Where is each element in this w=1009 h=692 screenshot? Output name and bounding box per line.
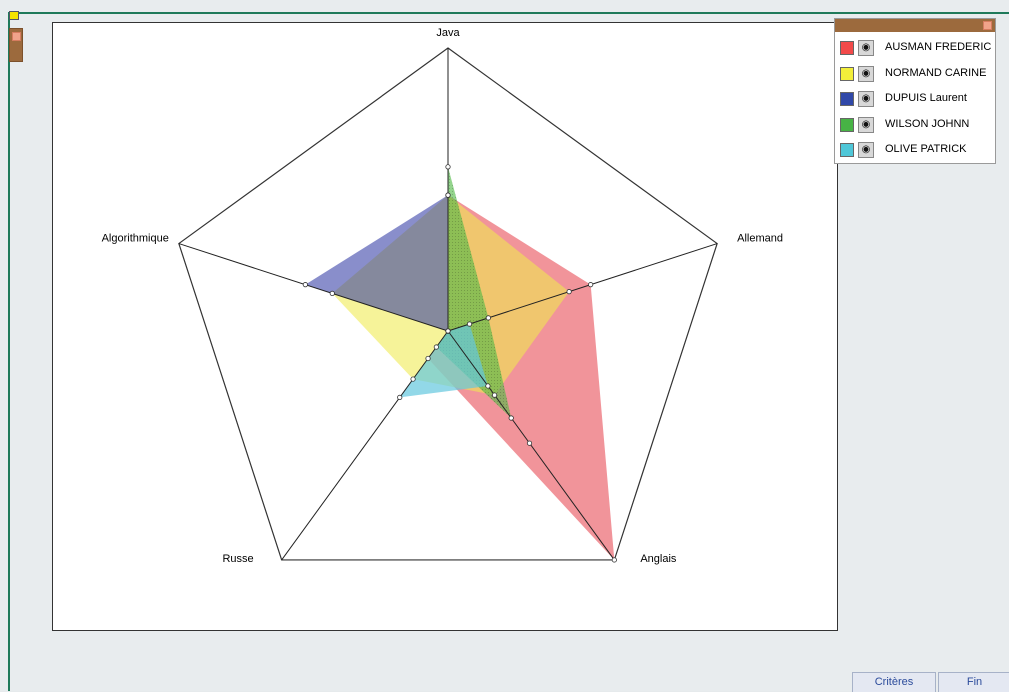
series-area-4 [399, 324, 488, 398]
data-point-3-0 [445, 164, 451, 170]
data-point-1-4 [329, 290, 335, 296]
axis-spoke-4 [178, 243, 449, 332]
axis-spoke-1 [447, 243, 718, 332]
legend-swatch [840, 117, 854, 132]
legend-header[interactable] [835, 19, 995, 32]
data-point-3-2 [508, 415, 514, 421]
side-tab-close-icon[interactable] [12, 32, 21, 41]
legend-swatch [840, 143, 854, 157]
data-point-4-1 [466, 321, 473, 327]
data-point-0-2 [611, 557, 617, 563]
data-point-3-3 [433, 344, 439, 350]
legend-swatch [840, 41, 854, 55]
criteres-button[interactable]: Critères [852, 672, 936, 692]
data-point-1-2 [491, 392, 498, 398]
legend-item[interactable]: ◉ WILSON JOHNN [835, 114, 995, 136]
legend-label: AUSMAN FREDERIC [885, 41, 992, 53]
legend-label: DUPUIS Laurent [885, 92, 967, 104]
window-left-border [8, 12, 10, 691]
radar-chart: Java Allemand Anglais Russe Algorithmique [102, 27, 783, 565]
data-point-2-4 [302, 282, 308, 288]
side-panel-tab[interactable] [9, 28, 23, 62]
radar-outer-frame [178, 47, 718, 561]
eye-icon[interactable]: ◉ [858, 65, 874, 82]
legend-item[interactable]: ◉ OLIVE PATRICK [835, 139, 995, 161]
data-point-0-1 [588, 282, 594, 288]
data-point-1-3 [410, 376, 416, 382]
window-top-border [8, 12, 1009, 14]
data-point-1-1 [566, 289, 572, 295]
legend-panel: ◉ AUSMAN FREDERIC ◉ NORMAND CARINE ◉ DUPUIS L… [834, 18, 996, 164]
series-area-2 [305, 195, 530, 444]
legend-item[interactable]: ◉ NORMAND CARINE [835, 63, 995, 85]
data-point-3-1 [485, 315, 491, 321]
axis-label-4: Algorithmique [102, 233, 169, 245]
corner-marker-icon[interactable] [9, 11, 19, 20]
data-point-2-2 [526, 440, 533, 446]
eye-icon[interactable]: ◉ [858, 116, 874, 133]
data-point-4-3 [397, 394, 403, 400]
legend-item[interactable]: ◉ AUSMAN FREDERIC [835, 37, 995, 59]
legend-close-icon[interactable] [983, 21, 992, 30]
axis-label-3: Russe [222, 553, 253, 565]
axis-spoke-2 [447, 330, 615, 561]
legend-label: OLIVE PATRICK [885, 143, 967, 155]
eye-icon[interactable]: ◉ [858, 91, 874, 107]
axis-label-2: Anglais [640, 553, 677, 565]
legend-item[interactable]: ◉ DUPUIS Laurent [835, 88, 995, 110]
axis-spoke-3 [281, 330, 449, 561]
eye-icon[interactable]: ◉ [858, 142, 874, 158]
data-point-4-4 [445, 328, 451, 334]
legend-swatch [840, 92, 854, 106]
legend-swatch [840, 66, 854, 81]
fin-button[interactable]: Fin [938, 672, 1009, 692]
data-point-0-3 [425, 355, 431, 362]
axis-label-0: Java [436, 27, 460, 39]
legend-label: WILSON JOHNN [885, 117, 970, 130]
data-point-2-0 [445, 192, 451, 198]
axis-label-1: Allemand [737, 233, 783, 245]
radar-chart-panel: Java Allemand Anglais Russe Algorithmique [52, 22, 838, 631]
legend-label: NORMAND CARINE [885, 66, 987, 79]
data-point-4-2 [485, 383, 491, 389]
eye-icon[interactable]: ◉ [858, 40, 874, 56]
